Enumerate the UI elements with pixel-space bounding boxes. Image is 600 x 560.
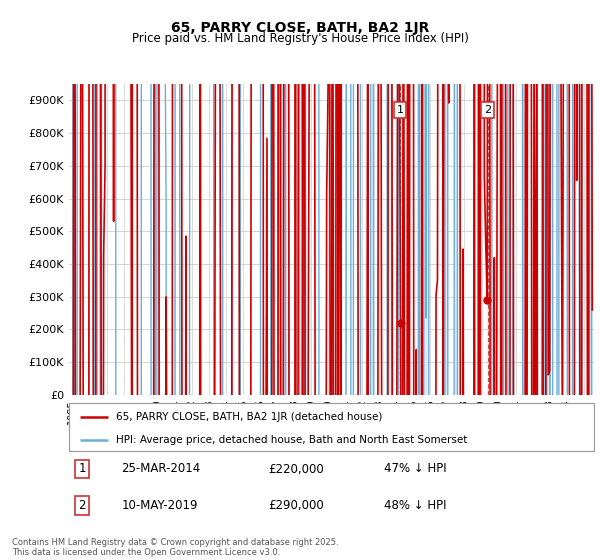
Text: £220,000: £220,000 <box>269 463 324 475</box>
Text: 25-MAR-2014: 25-MAR-2014 <box>121 463 201 475</box>
Text: HPI: Average price, detached house, Bath and North East Somerset: HPI: Average price, detached house, Bath… <box>116 435 467 445</box>
Text: 48% ↓ HPI: 48% ↓ HPI <box>384 499 446 512</box>
Text: 65, PARRY CLOSE, BATH, BA2 1JR: 65, PARRY CLOSE, BATH, BA2 1JR <box>171 21 429 35</box>
Text: £290,000: £290,000 <box>269 499 324 512</box>
Text: 2: 2 <box>79 499 86 512</box>
Text: Price paid vs. HM Land Registry's House Price Index (HPI): Price paid vs. HM Land Registry's House … <box>131 32 469 45</box>
Text: 1: 1 <box>397 105 404 115</box>
Text: 1: 1 <box>79 463 86 475</box>
Text: 47% ↓ HPI: 47% ↓ HPI <box>384 463 446 475</box>
Text: 65, PARRY CLOSE, BATH, BA2 1JR (detached house): 65, PARRY CLOSE, BATH, BA2 1JR (detached… <box>116 412 383 422</box>
Text: 10-MAY-2019: 10-MAY-2019 <box>121 499 198 512</box>
Text: 2: 2 <box>484 105 491 115</box>
Text: Contains HM Land Registry data © Crown copyright and database right 2025.
This d: Contains HM Land Registry data © Crown c… <box>12 538 338 557</box>
